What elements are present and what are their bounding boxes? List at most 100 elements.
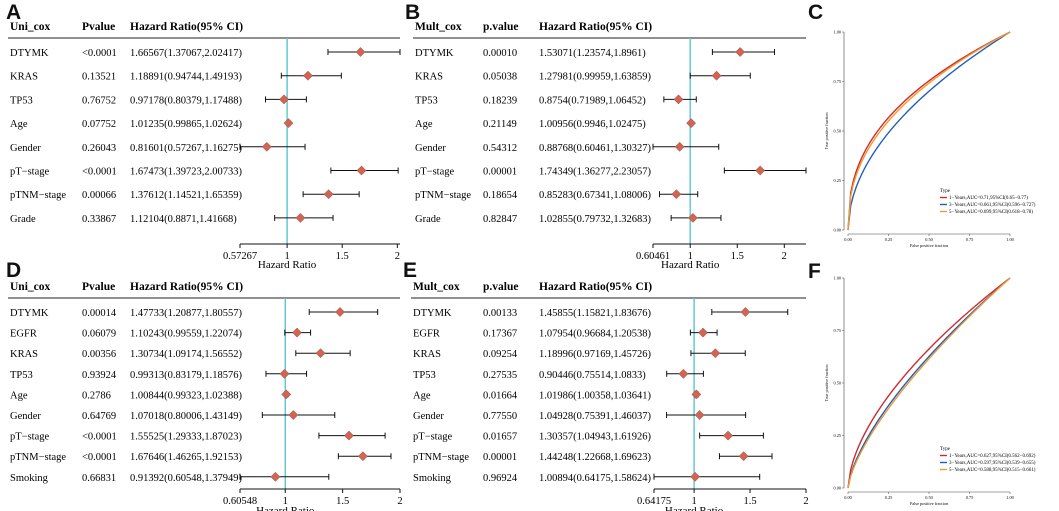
hr-diamond — [344, 430, 354, 441]
x-axis-title: Hazard Ratio — [258, 259, 317, 271]
row-pvalue: 0.64769 — [82, 411, 116, 422]
forest-header-3: Hazard Ratio(95% CI) — [539, 21, 652, 33]
x-tick-label: 2 — [395, 251, 400, 262]
row-pvalue: 0.00356 — [82, 349, 116, 360]
y-tick-label: 1.00 — [833, 276, 841, 281]
y-tick-label: 1.00 — [833, 30, 841, 35]
row-name: EGFR — [413, 329, 440, 340]
row-name: pT−stage — [415, 167, 454, 178]
row-pvalue: 0.96924 — [483, 473, 518, 484]
row-name: Gender — [413, 411, 444, 422]
hr-diamond — [270, 471, 281, 482]
y-axis-title: True positive fraction — [824, 112, 829, 150]
row-pvalue: 0.00133 — [483, 308, 517, 319]
hr-diamond — [710, 348, 721, 359]
y-axis-title: True positive fraction — [824, 364, 829, 402]
row-hr-ci: 1.27981(0.99959,1.63859) — [539, 72, 651, 83]
hr-diamond — [690, 471, 700, 482]
row-hr-ci: 0.85283(0.67341,1.08006) — [539, 190, 651, 201]
row-hr-ci: 1.47733(1.20877,1.80557) — [130, 308, 242, 319]
hr-diamond — [357, 451, 368, 462]
x-axis-title: False positive fraction — [910, 501, 949, 506]
hr-diamond — [279, 368, 290, 379]
x-tick-label: 1.5 — [743, 496, 756, 507]
x-tick-label: 1 — [688, 251, 693, 262]
hr-diamond — [355, 47, 366, 57]
row-name: DTYMK — [10, 308, 49, 319]
x-tick-label: 0.25 — [885, 495, 893, 500]
x-tick-label: 0.60548 — [223, 496, 257, 507]
row-hr-ci: 1.67646(1.46265,1.92153) — [130, 452, 242, 463]
x-tick-label: 0.50 — [925, 495, 933, 500]
x-tick-label: 2 — [803, 496, 808, 507]
row-pvalue: 0.17367 — [483, 329, 517, 340]
forest-header-1: Mult_cox — [413, 281, 460, 293]
row-pvalue: 0.18654 — [483, 190, 518, 201]
row-hr-ci: 1.01235(0.99865,1.02624) — [130, 119, 242, 130]
row-pvalue: 0.27535 — [483, 370, 517, 381]
row-pvalue: 0.54312 — [483, 143, 517, 154]
row-pvalue: 0.66831 — [82, 473, 116, 484]
panel-letter-f: F — [808, 260, 821, 283]
row-hr-ci: 1.12104(0.8871,1.41668) — [130, 214, 237, 225]
row-name: KRAS — [415, 72, 443, 83]
row-name: Age — [10, 119, 28, 130]
row-pvalue: 0.18239 — [483, 95, 517, 106]
row-name: EGFR — [10, 329, 37, 340]
row-hr-ci: 0.97178(0.80379,1.17488) — [130, 95, 242, 106]
x-tick-label: 1.00 — [1006, 237, 1014, 242]
forest-header-2: Pvalue — [82, 281, 115, 293]
x-tick-label: 0.00 — [844, 495, 852, 500]
hr-diamond — [691, 389, 702, 400]
hr-diamond — [279, 94, 289, 105]
row-name: pTNM−stage — [415, 190, 471, 201]
panel-letter-b: B — [405, 1, 421, 24]
forest-header-2: p.value — [483, 21, 518, 33]
x-tick-label: 0.50 — [925, 237, 933, 242]
row-pvalue: 0.26043 — [82, 143, 116, 154]
forest-header-1: Uni_cox — [10, 281, 51, 293]
row-name: Smoking — [10, 473, 49, 484]
forest-header-2: p.value — [483, 281, 518, 293]
hr-diamond — [283, 118, 294, 128]
x-axis-title: Hazard Ratio — [256, 505, 315, 511]
legend-entry-2: 3−Years,AUC=0.661,95%CI(0.596−0.727) — [949, 203, 1036, 208]
row-pvalue: 0.07752 — [82, 119, 116, 130]
y-tick-label: 0.50 — [833, 129, 841, 134]
hr-diamond — [678, 368, 689, 379]
row-name: Age — [415, 119, 433, 130]
row-pvalue: 0.33867 — [82, 214, 116, 225]
roc-panel-f: 0.00 0.25 0.50 0.75 1.00 0.00 0.25 0.50 0.75 1.00… — [824, 276, 1036, 507]
y-tick-label: 0.25 — [833, 433, 841, 438]
row-pvalue: 0.01657 — [483, 432, 517, 443]
row-name: DTYMK — [415, 48, 454, 59]
row-name: TP53 — [10, 95, 33, 106]
x-tick-label: 0.60461 — [636, 251, 670, 262]
x-tick-label: 1.5 — [336, 496, 349, 507]
hr-diamond — [281, 389, 292, 400]
row-hr-ci: 1.45855(1.15821,1.83676) — [539, 308, 651, 319]
legend-title: Type — [940, 447, 951, 452]
legend-entry-3: 5−Years,AUC=0.699,95%CI(0.618−0.78) — [949, 210, 1033, 215]
row-hr-ci: 0.8754(0.71989,1.06452) — [539, 95, 646, 106]
hr-diamond — [335, 307, 345, 317]
hr-diamond — [740, 307, 751, 317]
x-tick-label: 1 — [691, 496, 696, 507]
row-name: pT−stage — [10, 432, 49, 443]
row-name: pT−stage — [413, 432, 452, 443]
x-tick-label: 0.75 — [966, 495, 974, 500]
x-tick-label: 1.5 — [336, 251, 349, 262]
y-tick-label: 0.00 — [833, 486, 841, 491]
hr-diamond — [261, 141, 272, 152]
row-hr-ci: 1.30357(1.04943,1.61926) — [539, 432, 651, 443]
hr-diamond — [671, 189, 682, 200]
forest-panel-d: Uni_cox Pvalue Hazard Ratio(95% CI) DTYMK 0.… — [8, 281, 403, 511]
hr-diamond — [673, 94, 684, 105]
row-name: pTNM−stage — [10, 452, 66, 463]
row-hr-ci: 1.07018(0.80006,1.43149) — [130, 411, 242, 422]
legend-title: Type — [940, 189, 951, 194]
row-pvalue: <0.0001 — [82, 167, 117, 178]
row-name: KRAS — [413, 349, 441, 360]
y-tick-label: 0.00 — [833, 228, 841, 233]
